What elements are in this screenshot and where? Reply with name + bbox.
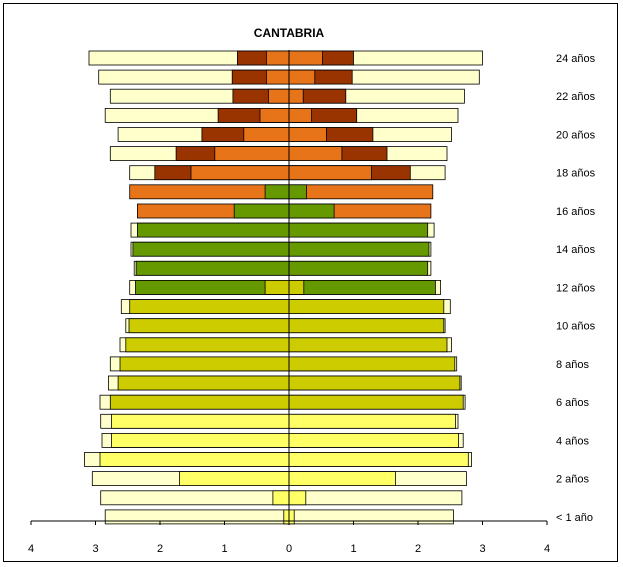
age-label: 12 años	[556, 282, 596, 294]
bar-age-6-left-seg_olive_yellow	[109, 394, 290, 410]
bar-age-4-left-seg_yellow	[111, 432, 290, 448]
bar-age-4-right-seg_yellow	[288, 432, 460, 448]
age-label: 4 años	[556, 435, 590, 447]
bar-age-18-right-seg_orange	[288, 165, 372, 181]
bar-age-9-left-seg_olive_yellow	[125, 337, 290, 353]
bar-age-1-left-outer	[100, 490, 290, 506]
bar-age-0-left-outer	[104, 509, 290, 525]
bar-age-19-left-seg_orange	[214, 146, 290, 162]
bar-age-23-right-seg_orange	[288, 69, 316, 85]
bar-age-12-right-seg_olive_yellow	[288, 279, 305, 295]
x-tick-label: 4	[544, 543, 550, 555]
age-label: 2 años	[556, 474, 590, 486]
chart-title: CANTABRIA	[254, 26, 325, 40]
x-tick-label: 1	[221, 543, 227, 555]
x-axis: 4 3 2 1 0 1 2 3 4	[28, 520, 550, 555]
bar-age-23-left-seg_orange	[265, 69, 290, 85]
bar-age-8-right-seg_olive_yellow	[288, 356, 456, 372]
bar-age-15-left-seg_green	[136, 222, 290, 238]
age-label: 20 años	[556, 130, 596, 142]
x-tick-label: 3	[92, 543, 98, 555]
age-label: 16 años	[556, 206, 596, 218]
x-tick-label: 4	[28, 543, 34, 555]
bar-age-16-left-seg_green	[233, 203, 290, 219]
bar-age-22-right-seg_orange	[288, 88, 304, 104]
bar-age-10-left-seg_olive_yellow	[128, 318, 290, 334]
bar-age-10-right-seg_olive_yellow	[288, 318, 445, 334]
x-tick-label: 1	[350, 543, 356, 555]
bar-age-12-left-seg_olive_yellow	[264, 279, 290, 295]
bar-age-13-left-seg_green	[135, 260, 290, 276]
bar-age-21-right-seg_orange	[288, 108, 313, 123]
bar-age-20-right-seg_orange	[288, 127, 327, 142]
age-label: 22 años	[556, 91, 596, 103]
bar-age-6-right-seg_olive_yellow	[288, 394, 464, 410]
bar-age-0-right-outer	[288, 509, 454, 525]
bar-age-13-right-seg_green	[288, 260, 429, 276]
bar-age-2-right-seg_yellow	[288, 471, 396, 487]
bar-age-24-left-seg_orange	[265, 50, 290, 66]
bar-age-20-left-seg_orange	[243, 127, 290, 142]
bar-age-3-left-seg_yellow	[99, 452, 290, 467]
bar-age-2-left-seg_yellow	[178, 471, 290, 487]
age-labels: < 1 año 2 años 4 años 6 años 8 años 10 años 12…	[556, 53, 596, 524]
bar-age-1-right-seg_yellow	[288, 490, 307, 506]
age-label: 6 años	[556, 397, 590, 409]
bar-age-18-left-seg_orange	[190, 165, 290, 181]
bar-age-8-left-seg_olive_yellow	[119, 356, 290, 372]
bar-age-0-left-seg_yellow	[283, 509, 290, 525]
x-tick-label: 0	[286, 543, 292, 555]
bar-age-7-left-seg_olive_yellow	[117, 375, 290, 391]
bar-age-24-right-seg_orange	[288, 50, 323, 66]
bar-age-9-right-seg_olive_yellow	[288, 337, 448, 353]
bar-age-7-right-seg_olive_yellow	[288, 375, 461, 391]
bar-age-14-left-seg_green	[132, 241, 290, 257]
bar-age-1-right-outer	[288, 490, 463, 506]
bar-age-5-right-seg_yellow	[288, 413, 456, 429]
x-tick-label: 2	[157, 543, 163, 555]
bar-age-15-right-seg_green	[288, 222, 429, 238]
age-label: 10 años	[556, 321, 596, 333]
bar-age-1-left-seg_yellow	[272, 490, 290, 506]
bar-age-0-right-seg_yellow	[288, 509, 295, 525]
bar-age-12-right-seg_green	[288, 279, 436, 295]
bar-age-22-left-seg_orange	[267, 88, 290, 104]
bar-age-5-left-seg_yellow	[111, 413, 290, 429]
bar-age-11-left-seg_olive_yellow	[129, 299, 290, 315]
age-label: < 1 año	[556, 512, 593, 524]
age-label: 24 años	[556, 53, 596, 65]
bar-age-19-right-seg_orange	[288, 146, 343, 162]
bars-group	[84, 50, 483, 525]
age-label: 18 años	[556, 168, 596, 180]
bar-age-17-right-seg_orange	[288, 184, 434, 200]
x-tick-label: 2	[415, 543, 421, 555]
age-label: 14 años	[556, 244, 596, 256]
bar-age-17-right-seg_green	[288, 184, 307, 200]
bar-age-14-right-seg_green	[288, 241, 430, 257]
bar-age-3-right-seg_yellow	[288, 452, 469, 467]
bar-age-11-right-seg_olive_yellow	[288, 299, 445, 315]
bar-age-21-left-seg_orange	[259, 108, 290, 123]
bar-age-17-left-seg_green	[264, 184, 290, 200]
bar-age-16-right-seg_green	[288, 203, 335, 219]
x-tick-label: 3	[479, 543, 485, 555]
age-label: 8 años	[556, 359, 590, 371]
